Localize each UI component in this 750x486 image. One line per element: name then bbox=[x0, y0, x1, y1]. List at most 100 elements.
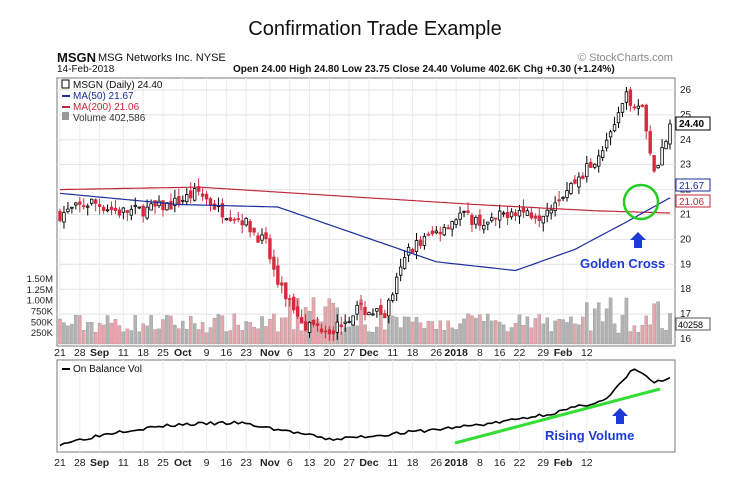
candle-body bbox=[200, 193, 205, 197]
date-tick-label: Nov bbox=[260, 457, 280, 469]
candle-body bbox=[664, 141, 668, 150]
volume-bar bbox=[577, 324, 581, 345]
candle-body bbox=[363, 306, 367, 316]
volume-bar bbox=[454, 329, 458, 345]
candle-body bbox=[145, 206, 149, 219]
volume-bar bbox=[549, 331, 553, 345]
candle-body bbox=[189, 190, 193, 199]
volume-bar bbox=[632, 325, 637, 345]
candle-body bbox=[541, 215, 545, 224]
date-tick-label: 9 bbox=[204, 457, 210, 469]
candle-body bbox=[513, 212, 518, 216]
candle-body bbox=[192, 188, 197, 201]
volume-bar bbox=[82, 330, 86, 345]
volume-bar bbox=[157, 328, 161, 345]
candle-body bbox=[185, 194, 189, 203]
volume-bar bbox=[323, 306, 328, 345]
volume-bar bbox=[636, 331, 641, 345]
volume-bar bbox=[390, 315, 395, 345]
ma50-tag: 21.67 bbox=[675, 178, 711, 192]
candle-body bbox=[70, 206, 74, 209]
candle-body bbox=[284, 282, 288, 300]
volume-bar bbox=[541, 323, 545, 345]
volume-bar bbox=[379, 313, 383, 345]
candle-body bbox=[315, 323, 320, 327]
candle-body bbox=[573, 179, 577, 184]
volume-bar bbox=[260, 316, 264, 345]
candle-body bbox=[367, 312, 371, 316]
volume-bar bbox=[612, 323, 617, 345]
candle-body bbox=[133, 204, 137, 207]
volume-bar bbox=[240, 330, 244, 345]
volume-bar bbox=[129, 330, 134, 345]
price-tick-label: 26 bbox=[680, 85, 692, 96]
symbol: MSGN bbox=[57, 50, 96, 65]
volume-bar bbox=[501, 324, 506, 345]
candle-body bbox=[97, 204, 102, 207]
volume-bar bbox=[216, 314, 221, 345]
volume-bar bbox=[252, 326, 256, 345]
candle-body bbox=[474, 217, 478, 225]
volume-bar bbox=[604, 308, 609, 345]
candle-body bbox=[454, 219, 458, 225]
volume-bar bbox=[367, 331, 371, 345]
candle-body bbox=[533, 215, 538, 219]
candle-body bbox=[600, 150, 605, 158]
candle-body bbox=[212, 203, 217, 210]
date-tick-label: 11 bbox=[118, 347, 129, 359]
date-axis: 21 21 28 28 Sep Sep 11 11 18 18 25 25 Oct Oct 9 9 16 16 23… bbox=[54, 347, 593, 469]
candle-body bbox=[288, 298, 292, 301]
date-tick-label: 12 bbox=[581, 457, 593, 469]
volume-bar bbox=[533, 318, 538, 345]
candle-body bbox=[244, 217, 248, 226]
date-tick-label: 26 bbox=[430, 457, 442, 469]
volume-bar bbox=[268, 318, 272, 345]
company-name: MSG Networks Inc. NYSE bbox=[98, 52, 226, 64]
date-tick-label: 2018 bbox=[444, 457, 468, 469]
volume-tick-label: 1.50M bbox=[27, 274, 53, 285]
candle-body bbox=[252, 227, 256, 233]
candle-body bbox=[355, 304, 359, 315]
volume-bar bbox=[644, 315, 648, 345]
candle-body bbox=[204, 193, 209, 200]
volume-bar bbox=[62, 322, 66, 345]
candle-body bbox=[628, 89, 633, 106]
candle-body bbox=[228, 217, 233, 221]
candle-body bbox=[668, 123, 672, 145]
date-tick-label: 22 bbox=[514, 347, 526, 359]
date-tick-label: 6 bbox=[287, 457, 293, 469]
candle-body bbox=[450, 221, 454, 230]
candle-body bbox=[335, 321, 339, 333]
volume-bar bbox=[272, 313, 276, 345]
date-tick-label: 11 bbox=[118, 457, 129, 469]
volume-bar bbox=[105, 315, 110, 345]
volume-bar bbox=[141, 323, 145, 345]
candle-body bbox=[581, 175, 585, 179]
volume-bar bbox=[375, 326, 379, 345]
candle-body bbox=[323, 330, 328, 333]
volume-bar bbox=[74, 315, 78, 345]
volume-bar bbox=[466, 313, 470, 345]
last-volume-tag: 40258 bbox=[675, 317, 711, 331]
volume-bar bbox=[545, 317, 549, 345]
volume-bar bbox=[430, 321, 435, 345]
price-tick-label: 23 bbox=[680, 160, 692, 171]
candle-body bbox=[446, 227, 450, 230]
candle-body bbox=[553, 202, 557, 212]
date-tick-label: 27 bbox=[343, 347, 355, 359]
candle-body bbox=[181, 199, 185, 202]
candle-body bbox=[652, 155, 656, 172]
price-tick-label: 21 bbox=[680, 209, 692, 220]
volume-bar bbox=[446, 320, 450, 345]
date-tick-label: Sep bbox=[90, 457, 109, 469]
candle-body bbox=[426, 233, 431, 236]
volume-bar bbox=[422, 328, 427, 345]
date-tick-label: 6 bbox=[287, 347, 293, 359]
price-tick-label: 20 bbox=[680, 234, 692, 245]
candle-body bbox=[240, 220, 244, 226]
volume-bar bbox=[450, 327, 454, 345]
date-tick-label: 18 bbox=[137, 457, 149, 469]
candle-body bbox=[442, 227, 446, 236]
volume-bar bbox=[462, 318, 466, 345]
candle-body bbox=[113, 207, 118, 211]
